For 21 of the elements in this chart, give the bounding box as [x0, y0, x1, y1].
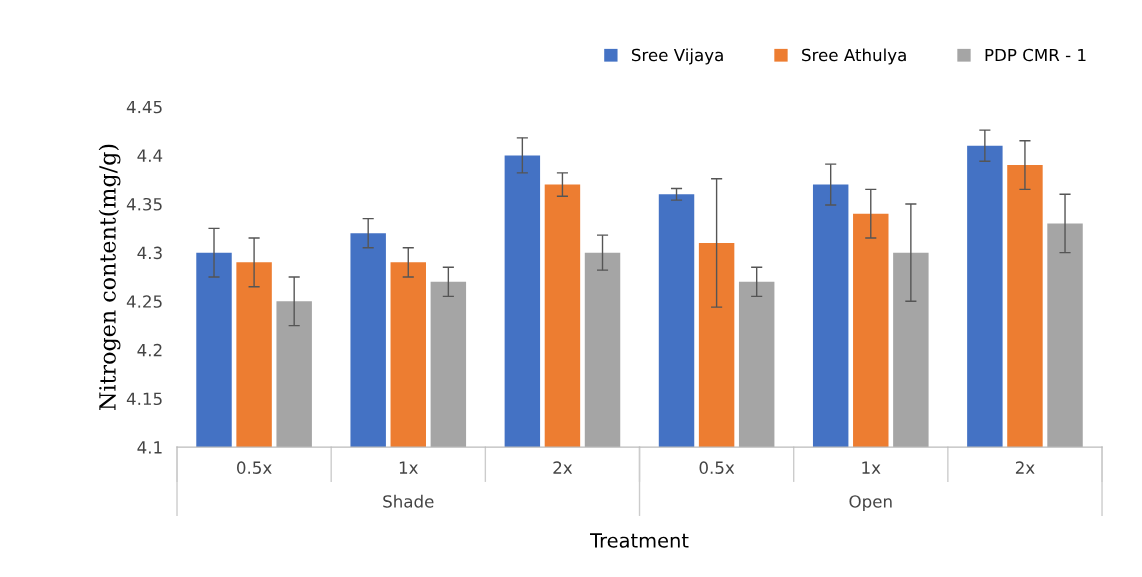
y-tick-label: 4.45 — [126, 100, 162, 114]
x-tick-label: 2x — [1015, 461, 1035, 474]
y-tick-label: 4.4 — [137, 149, 163, 162]
x-tick-label: 0.5x — [237, 461, 272, 474]
legend-label: Sree Athulya — [802, 48, 906, 65]
text: Shade — [383, 494, 434, 508]
legend-label: Sree Vijaya — [631, 48, 723, 65]
y-tick-label: 4.2 — [137, 343, 162, 357]
y-tick-label: 4.3 — [137, 246, 162, 260]
x-tick-label: 1x — [399, 461, 418, 474]
y-tick-label: 4.1 — [137, 441, 162, 454]
text: Open — [849, 495, 892, 511]
x-axis-title: Treatment — [590, 533, 689, 548]
y-tick-label: 4.35 — [126, 197, 162, 211]
y-tick-label: 4.25 — [126, 295, 162, 308]
y-axis-title: Nitrogen content(mg/g) — [98, 144, 121, 410]
y-tick-label: 4.15 — [126, 392, 162, 406]
legend-label: PDP CMR - 1 — [985, 48, 1086, 62]
x-tick-label: 0.5x — [699, 461, 735, 474]
x-tick-label: 1x — [862, 461, 881, 474]
x-tick-label: 2x — [553, 461, 573, 474]
